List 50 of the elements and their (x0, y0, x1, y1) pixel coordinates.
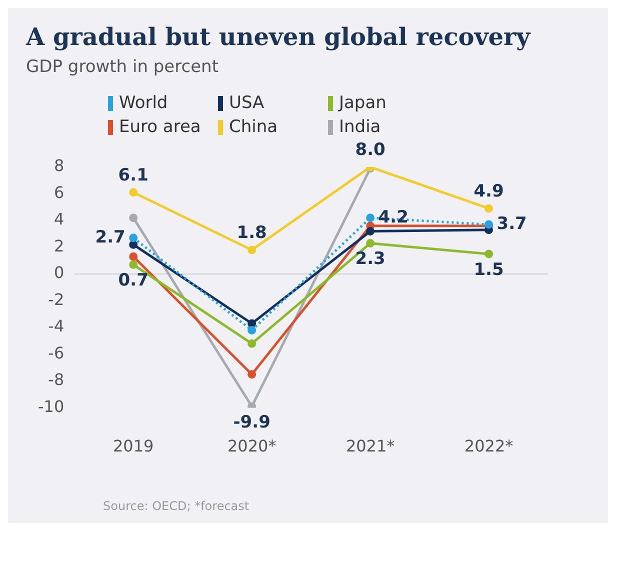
legend-label: World (119, 93, 168, 113)
y-tick-label: 2 (54, 236, 64, 256)
point (129, 214, 138, 222)
point (129, 240, 138, 249)
y-tick-label: -2 (48, 290, 64, 309)
data-label: 4.2 (378, 207, 408, 228)
y-tick-label: 8 (54, 156, 64, 176)
point (129, 252, 138, 261)
data-label: -9.9 (233, 412, 270, 432)
point (484, 204, 494, 213)
data-label: 6.1 (118, 165, 148, 186)
x-tick-label: 2020* (227, 436, 276, 456)
data-label: 0.7 (118, 270, 148, 291)
y-tick-label: 4 (54, 210, 64, 229)
point (248, 319, 256, 328)
y-tick-label: -4 (48, 316, 64, 336)
x-tick-label: 2021* (346, 436, 395, 456)
legend-label: Euro area (119, 117, 201, 137)
point (484, 250, 494, 258)
chart-title: A gradual but uneven global recovery (26, 22, 532, 51)
y-tick-label: -6 (48, 343, 64, 362)
data-label: 8.0 (355, 140, 386, 160)
legend-label: Japan (339, 93, 386, 113)
point (129, 234, 138, 242)
data-label: 1.8 (236, 222, 267, 243)
y-tick-label: -8 (48, 370, 64, 390)
x-tick-label: 2022* (464, 436, 514, 456)
data-label: 2.3 (355, 249, 386, 270)
x-tick-label: 2019 (113, 436, 154, 456)
point (248, 370, 256, 379)
y-tick-label: -10 (38, 396, 64, 416)
data-label: 1.5 (474, 260, 504, 280)
point (129, 260, 138, 269)
legend-label: China (229, 117, 278, 137)
legend-label: USA (229, 93, 264, 113)
point (248, 246, 256, 254)
y-tick-label: 6 (54, 182, 64, 202)
point (248, 339, 256, 348)
chart-subtitle: GDP growth in percent (26, 57, 220, 77)
source-note: Source: OECD; *forecast (103, 499, 250, 513)
data-label: 3.7 (496, 214, 527, 234)
point (366, 239, 375, 248)
legend-label: India (339, 117, 381, 137)
point (366, 214, 375, 222)
point (129, 188, 138, 197)
y-tick-label: 0 (54, 263, 64, 282)
data-label: 4.9 (474, 181, 504, 202)
point (248, 326, 256, 334)
data-label: 2.7 (95, 227, 126, 248)
point (366, 226, 375, 236)
